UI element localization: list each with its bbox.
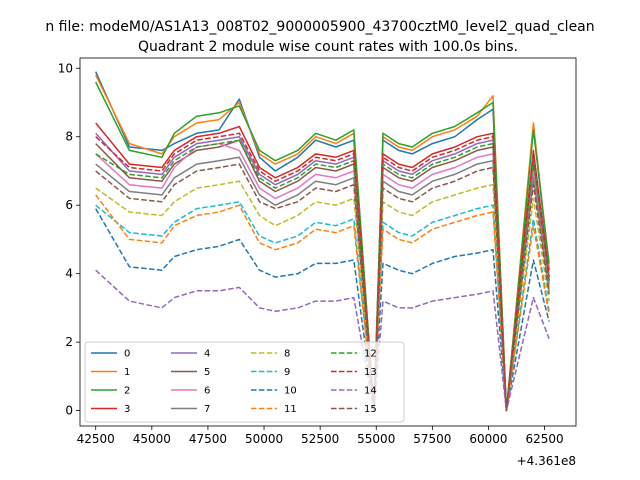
legend-label-2: 2 [124,386,130,397]
series-line-14 [95,269,550,412]
x-tick-label: 52500 [301,432,339,446]
series-lines [95,71,550,412]
y-tick-label: 2 [65,335,73,349]
series-line-0 [95,71,550,412]
series-line-8 [95,180,550,412]
series-line-1 [95,74,550,412]
y-tick-label: 10 [58,61,73,75]
legend-label-5: 5 [204,367,210,378]
legend-label-6: 6 [204,386,210,397]
legend-box [84,341,405,423]
series-line-4 [95,132,550,412]
legend-label-10: 10 [284,386,297,397]
x-tick-label: 47500 [189,432,227,446]
series-line-6 [95,142,550,412]
x-tick-label: 42500 [77,432,115,446]
series-line-15 [95,163,550,412]
x-tick-label: 45000 [133,432,171,446]
series-line-9 [95,201,550,412]
series-line-11 [95,194,550,412]
series-line-3 [95,122,550,412]
legend-label-0: 0 [124,349,130,360]
series-line-2 [95,81,550,412]
series-line-7 [95,156,550,412]
series-line-13 [95,132,550,412]
y-tick-label: 6 [65,198,73,212]
x-tick-label: 60000 [469,432,507,446]
legend-label-12: 12 [364,349,377,360]
y-tick-label: 4 [65,267,73,281]
legend-label-11: 11 [284,404,297,415]
figure-suptitle: n file: modeM0/AS1A13_008T02_9000005900_… [45,19,594,35]
x-tick-label: 62500 [525,432,563,446]
series-line-5 [95,139,550,412]
legend-label-13: 13 [364,367,377,378]
y-tick-label: 0 [65,404,73,418]
legend-label-4: 4 [204,349,210,360]
plot-area: 42500 45000 47500 50000 52500 55000 57500 60000… [58,57,577,468]
legend-label-15: 15 [364,404,377,415]
chart-title: Quadrant 2 module wise count rates with … [138,39,518,55]
legend-label-8: 8 [284,349,290,360]
x-tick-label: 57500 [413,432,451,446]
x-tick-label: 50000 [245,432,283,446]
series-line-10 [95,208,550,412]
x-offset-label: +4.361e8 [517,454,576,468]
legend-label-7: 7 [204,404,210,415]
axes-frame [79,57,577,427]
legend-label-1: 1 [124,367,130,378]
x-tick-label: 55000 [357,432,395,446]
y-tick-label: 8 [65,130,73,144]
legend-label-14: 14 [364,386,377,397]
series-line-12 [95,139,550,412]
legend-label-9: 9 [284,367,290,378]
legend-label-3: 3 [124,404,130,415]
